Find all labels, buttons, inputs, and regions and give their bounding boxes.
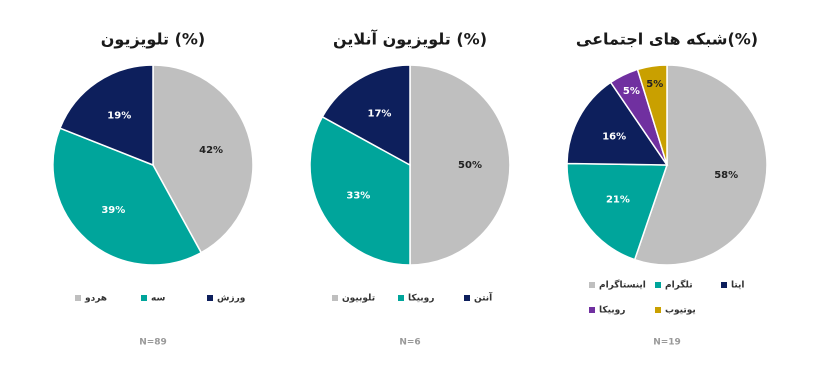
legend-label: ورزش bbox=[217, 294, 245, 304]
pie-slice bbox=[321, 64, 411, 167]
data-label: 19% bbox=[107, 110, 131, 121]
legend-label: یوتیوب bbox=[665, 306, 696, 316]
legend-swatch bbox=[655, 282, 661, 288]
data-label: 58% bbox=[714, 170, 738, 181]
data-label: 17% bbox=[367, 108, 391, 119]
pie-slice bbox=[309, 115, 411, 266]
chart-title: شبکه های اجتماعی(%) bbox=[576, 30, 758, 49]
legend-swatch bbox=[655, 307, 661, 313]
sample-size: N=6 bbox=[399, 338, 420, 348]
legend-label: ایتا bbox=[731, 281, 745, 291]
legend-label: آنتن bbox=[474, 292, 493, 304]
legend-label: روبیکا bbox=[408, 294, 434, 304]
chart-title: تلویزیون (%) bbox=[101, 30, 205, 49]
legend-swatch bbox=[141, 295, 147, 301]
legend-swatch bbox=[207, 295, 213, 301]
data-label: 16% bbox=[602, 132, 626, 143]
pie-slice bbox=[59, 64, 154, 167]
sample-size: N=89 bbox=[139, 338, 167, 348]
legend-swatch bbox=[464, 295, 470, 301]
sample-size: N=19 bbox=[653, 338, 681, 348]
legend-swatch bbox=[398, 295, 404, 301]
legend-label: اینستاگرام bbox=[599, 279, 646, 291]
data-label: 42% bbox=[199, 145, 223, 156]
pie-slice bbox=[636, 64, 668, 166]
pie-slice bbox=[409, 64, 511, 266]
chart-title: تلویزیون آنلاین (%) bbox=[333, 29, 487, 49]
legend-swatch bbox=[75, 295, 81, 301]
legend-label: روبیکا bbox=[599, 306, 625, 316]
legend-label: تلگرام bbox=[665, 279, 693, 291]
legend-swatch bbox=[721, 282, 727, 288]
data-label: 50% bbox=[458, 160, 482, 171]
legend-swatch bbox=[589, 307, 595, 313]
data-label: 39% bbox=[101, 205, 125, 216]
pie-slice bbox=[566, 162, 669, 261]
pie-slice bbox=[633, 64, 768, 266]
data-label: 33% bbox=[346, 191, 370, 202]
legend-swatch bbox=[589, 282, 595, 288]
pie-slice bbox=[566, 81, 669, 166]
data-label: 5% bbox=[623, 86, 640, 97]
data-label: 21% bbox=[606, 195, 630, 206]
legend-label: سه bbox=[151, 294, 165, 304]
legend-label: تلوبیون bbox=[342, 294, 375, 304]
pie-slice bbox=[52, 127, 203, 266]
pie-slice bbox=[152, 64, 254, 254]
legend-swatch bbox=[332, 295, 338, 301]
legend-label: هردو bbox=[84, 294, 107, 304]
data-label: 5% bbox=[646, 79, 663, 90]
